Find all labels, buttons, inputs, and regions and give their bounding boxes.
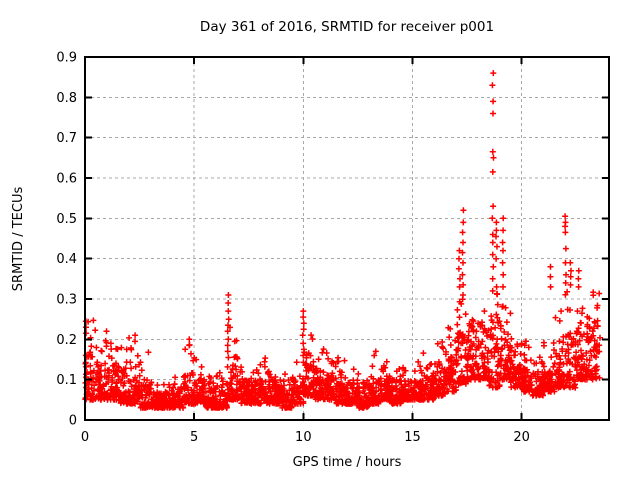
y-axis-title: SRMTID / TECUs: [11, 187, 26, 292]
x-tick-label: 10: [295, 430, 312, 445]
data-points: [82, 70, 603, 411]
y-tick-label: 0.9: [56, 51, 77, 66]
y-tick-label: 0.6: [56, 172, 77, 187]
y-tick-label: 0.1: [56, 373, 77, 388]
x-tick-label: 15: [404, 430, 421, 445]
x-tick-label: 0: [81, 430, 89, 445]
chart-title: Day 361 of 2016, SRMTID for receiver p00…: [200, 19, 494, 35]
grid-lines: [85, 57, 609, 420]
axis-ticks: [84, 56, 609, 421]
y-tick-label: 0.4: [56, 252, 77, 267]
plot-border: [84, 56, 610, 421]
x-tick-label: 5: [190, 430, 198, 445]
y-tick-label: 0.2: [56, 333, 77, 348]
y-tick-label: 0.5: [56, 212, 77, 227]
y-tick-label: 0.7: [56, 131, 77, 146]
y-tick-label: 0: [69, 414, 77, 429]
x-axis-title: GPS time / hours: [293, 455, 402, 470]
tick-labels: 0 0.1 0.2 0.3 0.4 0.5 0.6 0.7 0.8 0.9 0 5 10 15 20: [56, 51, 530, 446]
y-tick-label: 0.8: [56, 91, 77, 106]
y-tick-label: 0.3: [56, 293, 77, 308]
x-tick-label: 20: [513, 430, 530, 445]
